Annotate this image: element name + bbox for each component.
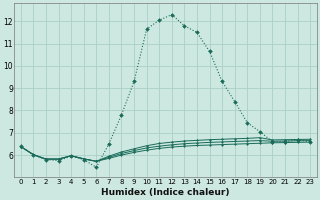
- X-axis label: Humidex (Indice chaleur): Humidex (Indice chaleur): [101, 188, 230, 197]
